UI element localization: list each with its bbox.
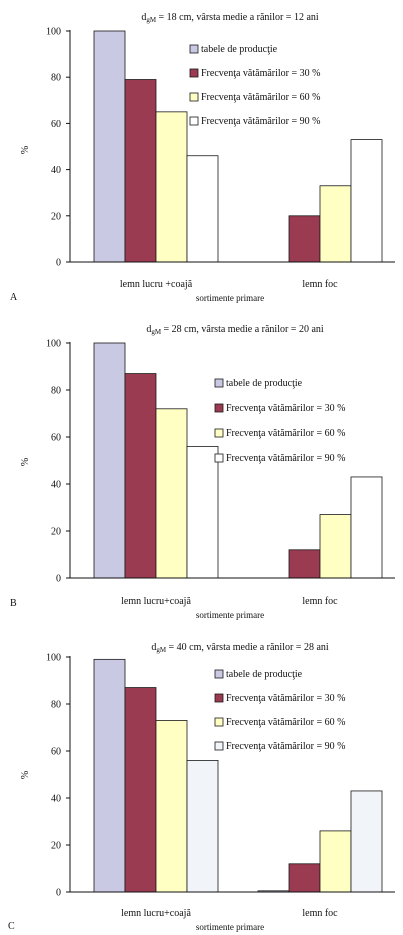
y-tick-label: 60: [51, 747, 61, 758]
chart-title-subscript: gM: [146, 16, 157, 24]
legend-entry-2: Frecvenţa vătămărilor = 30 %: [201, 68, 320, 79]
bar-1-series-1: [93, 342, 126, 579]
panel-label: B: [10, 598, 17, 609]
legend-swatch-4: [214, 741, 224, 751]
legend-swatch-2: [214, 693, 224, 703]
legend-entry-3: Frecvenţa vătămărilor = 60 %: [226, 717, 345, 728]
y-tick-label: 80: [51, 386, 61, 397]
legend-entry-1: tabele de producţie: [226, 669, 303, 680]
chart-title: dgM = 40 cm, vârsta medie a rănilor = 28…: [151, 642, 329, 654]
chart-panel-b: dgM = 28 cm, vârsta medie a rănilor = 20…: [10, 324, 395, 620]
y-tick-label: 80: [51, 700, 61, 711]
legend-entry-2: Frecvenţa vătămărilor = 30 %: [226, 403, 345, 414]
category-label: lemn foc: [302, 596, 338, 607]
bar-1-series-3: [155, 720, 188, 893]
chart-panel-c: dgM = 40 cm, vârsta medie a rănilor = 28…: [8, 642, 395, 932]
bar-2-series-2: [288, 549, 321, 579]
chart-title-rest: = 40 cm, vârsta medie a rănilor = 28 ani: [166, 642, 329, 653]
bar-2-series-3: [319, 185, 352, 263]
chart-title-main: d: [146, 324, 151, 335]
y-tick-label: 20: [51, 527, 61, 538]
bar-1-series-3: [155, 111, 188, 263]
y-axis-label: %: [20, 458, 31, 466]
legend-swatch-4: [189, 116, 199, 126]
x-axis-label: sortimente primare: [196, 293, 264, 303]
legend: tabele de producţie Frecvenţa vătămărilor…: [189, 44, 320, 127]
y-tick-label: 60: [51, 119, 61, 130]
chart-title: dgM = 28 cm, vârsta medie a rănilor = 20…: [146, 324, 324, 336]
legend-swatch-1: [214, 669, 224, 679]
legend-swatch-1: [214, 378, 224, 388]
y-tick-label: 20: [51, 841, 61, 852]
y-tick-label: 0: [56, 574, 61, 585]
bar-2-series-3: [319, 514, 352, 579]
bar-2-series-4: [350, 139, 383, 263]
legend-swatch-3: [189, 92, 199, 102]
category-label: lemn foc: [302, 908, 338, 919]
chart-title-main: d: [151, 642, 156, 653]
bar-2-series-4: [350, 790, 383, 893]
bar-1-series-1: [93, 30, 126, 263]
legend-swatch-1: [189, 44, 199, 54]
y-axis-label: %: [20, 771, 31, 779]
legend-swatch-3: [214, 428, 224, 438]
legend-entry-4: Frecvenţa vătămărilor = 90 %: [226, 453, 345, 464]
bar-1-series-4: [186, 155, 219, 263]
legend-swatch-4: [214, 453, 224, 463]
category-label: lemn foc: [302, 279, 338, 290]
bar-1-series-2: [124, 687, 157, 893]
legend-swatch-3: [214, 717, 224, 727]
legend-swatch-2: [189, 68, 199, 78]
category-label: lemn lucru +coajă: [120, 279, 193, 290]
legend-swatch-2: [214, 403, 224, 413]
bar-2-series-2: [288, 215, 321, 263]
y-tick-label: 40: [51, 480, 61, 491]
y-tick-label: 40: [51, 165, 61, 176]
chart-title-subscript: gM: [151, 328, 162, 336]
chart-title-rest: = 28 cm, vârsta medie a rănilor = 20 ani: [161, 324, 324, 335]
panel-label: C: [8, 921, 15, 932]
bar-1-series-2: [124, 373, 157, 579]
legend-entry-4: Frecvenţa vătămărilor = 90 %: [226, 741, 345, 752]
y-tick-label: 80: [51, 73, 61, 84]
category-label: lemn lucru+coajă: [121, 908, 191, 919]
y-tick-label: 100: [46, 339, 61, 350]
category-label: lemn lucru+coajă: [121, 596, 191, 607]
bar-1-series-4: [186, 760, 219, 893]
y-tick-label: 40: [51, 794, 61, 805]
chart-title: dgM = 18 cm, vârsta medie a rănilor = 12…: [141, 12, 319, 24]
bar-1-series-3: [155, 408, 188, 579]
y-tick-label: 20: [51, 211, 61, 222]
y-tick-label: 0: [56, 888, 61, 899]
y-tick-label: 0: [56, 258, 61, 269]
legend-entry-3: Frecvenţa vătămărilor = 60 %: [201, 92, 320, 103]
y-tick-label: 100: [46, 653, 61, 664]
chart-title-rest: = 18 cm, vârsta medie a rănilor = 12 ani: [156, 12, 319, 23]
legend-entry-3: Frecvenţa vătămărilor = 60 %: [226, 428, 345, 439]
legend: tabele de producţie Frecvenţa vătămărilor…: [214, 669, 345, 752]
chart-title-subscript: gM: [156, 646, 167, 654]
x-axis-label: sortimente primare: [196, 610, 264, 620]
legend-entry-2: Frecvenţa vătămărilor = 30 %: [226, 693, 345, 704]
legend-entry-1: tabele de producţie: [201, 44, 278, 55]
bar-1-series-4: [186, 445, 219, 579]
chart-panel-a: dgM = 18 cm, vârsta medie a rănilor = 12…: [10, 12, 395, 303]
panel-label: A: [10, 292, 18, 303]
y-axis-label: %: [20, 146, 31, 154]
bar-2-series-2: [288, 863, 321, 893]
chart-title-main: d: [141, 12, 146, 23]
x-axis-label: sortimente primare: [196, 922, 264, 932]
bar-1-series-1: [93, 658, 126, 893]
y-tick-label: 60: [51, 433, 61, 444]
y-tick-label: 100: [46, 27, 61, 38]
legend-entry-4: Frecvenţa vătămărilor = 90 %: [201, 116, 320, 127]
bar-1-series-2: [124, 79, 157, 263]
legend: tabele de producţie Frecvenţa vătămărilor…: [214, 378, 345, 464]
bar-2-series-4: [350, 476, 383, 579]
legend-entry-1: tabele de producţie: [226, 378, 303, 389]
bar-2-series-3: [319, 830, 352, 893]
